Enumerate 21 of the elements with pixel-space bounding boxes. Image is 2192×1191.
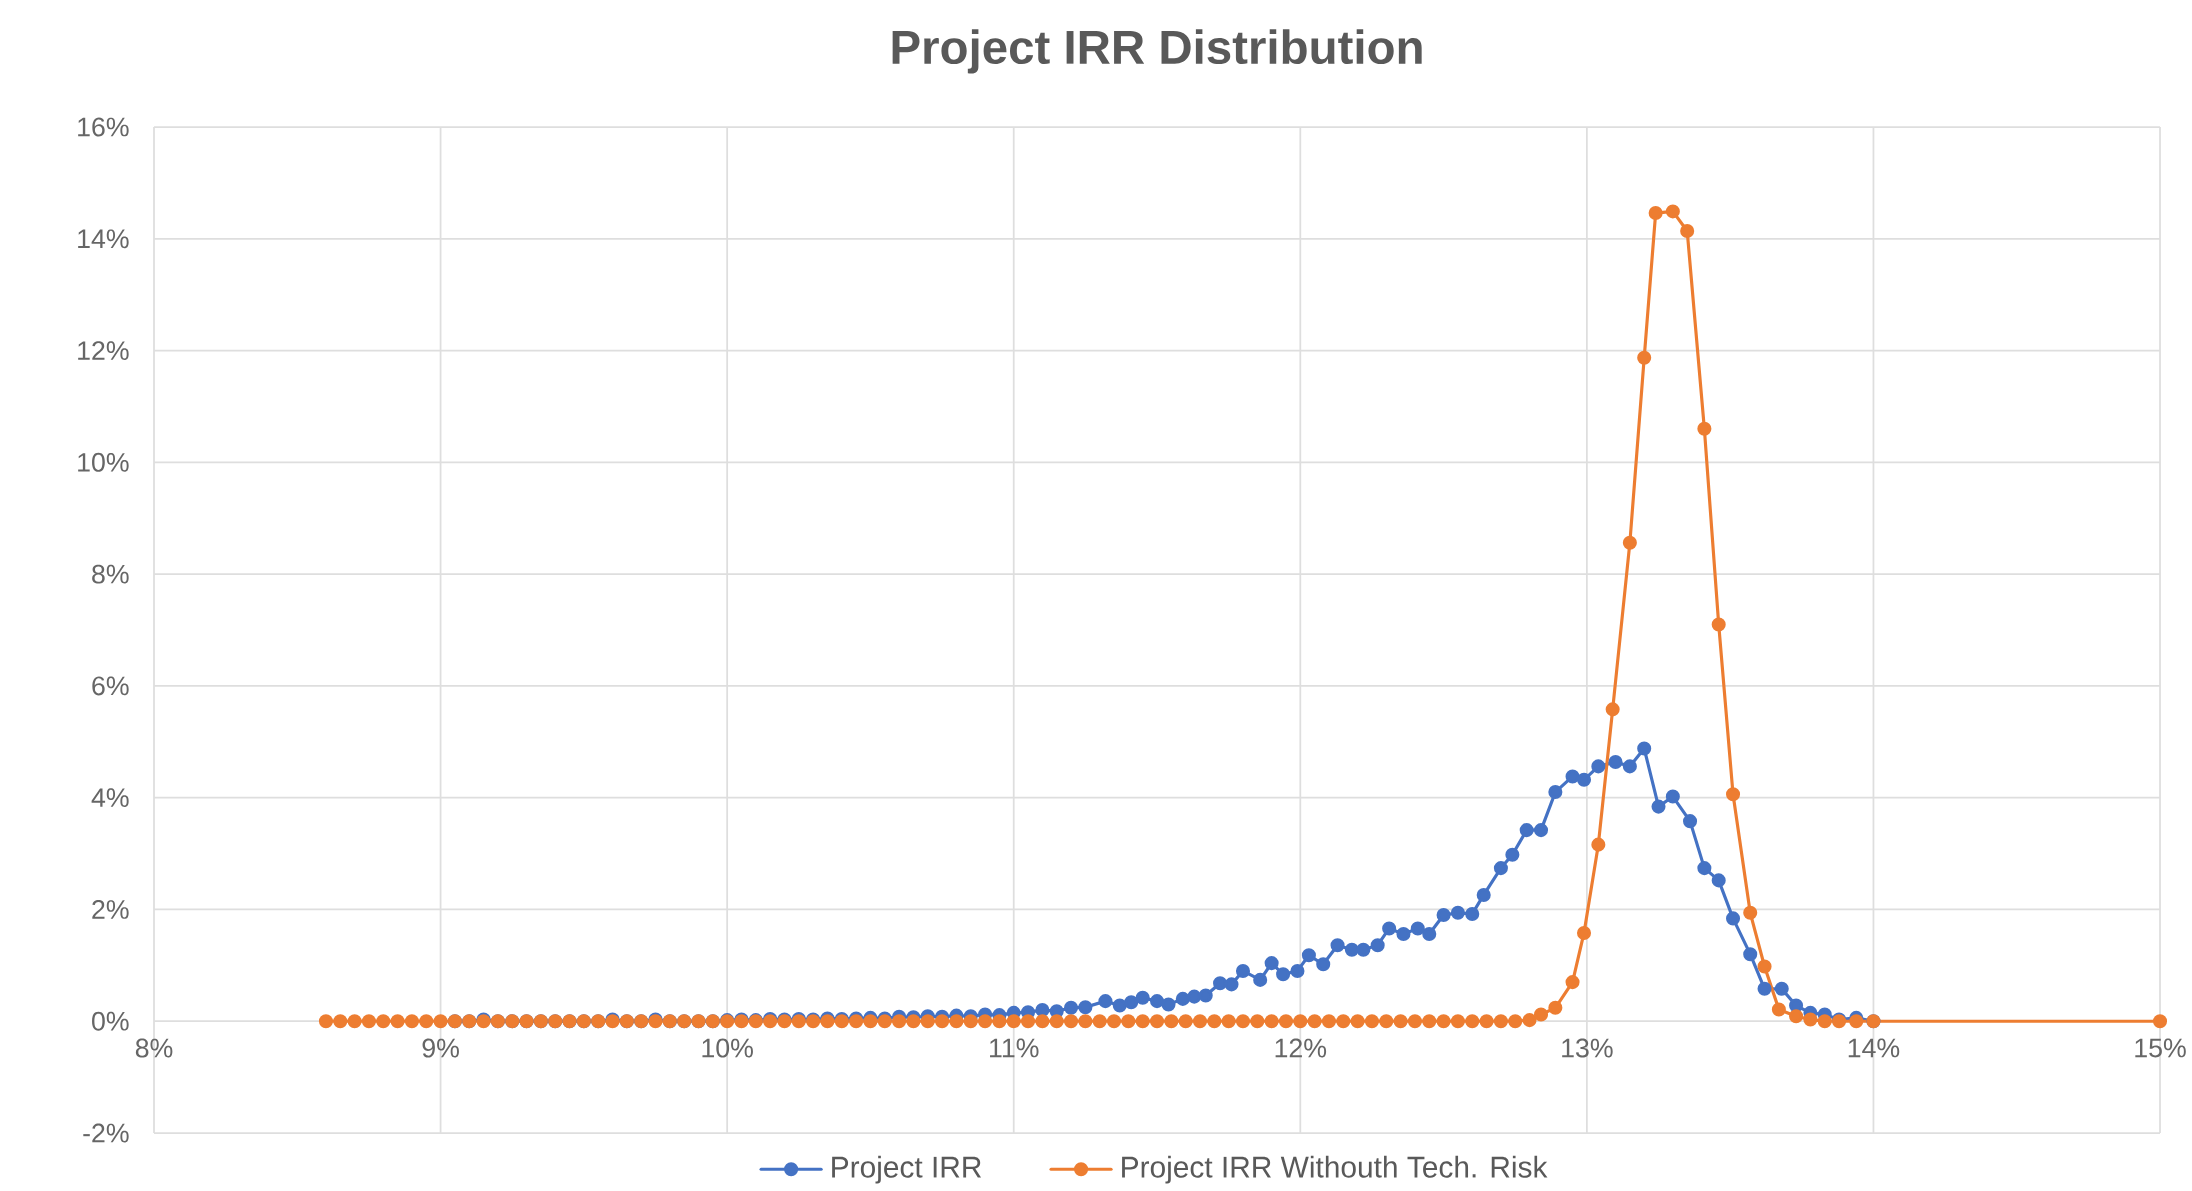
chart-title: Project IRR Distribution [892, 29, 1422, 74]
x-tick-label: 9% [422, 1038, 459, 1058]
y-tick-label: 12% [78, 341, 129, 360]
x-tick-label: 13% [1562, 1038, 1613, 1058]
x-tick-label: 15% [2135, 1038, 2186, 1058]
x-tick-label: 14% [1848, 1038, 1900, 1058]
legend-label: Project IRR [832, 1155, 982, 1184]
y-tick-label: 2% [92, 900, 129, 919]
y-tick-label: 16% [78, 117, 129, 137]
y-tick-label: 0% [92, 1011, 129, 1031]
x-tick-label: 8% [135, 1038, 173, 1058]
x-tick-label: 11% [990, 1038, 1039, 1058]
y-tick-label: 4% [91, 788, 129, 808]
legend-label: Project IRR Withouth Tech. Risk [1122, 1155, 1548, 1184]
x-tick-label: 12% [1275, 1038, 1327, 1058]
y-tick-label: 10% [78, 452, 129, 472]
y-tick-label: 8% [92, 564, 129, 584]
x-tick-label: 10% [702, 1038, 753, 1058]
y-tick-label: -2% [83, 1123, 129, 1143]
y-tick-label: 6% [92, 676, 129, 696]
y-tick-label: 14% [78, 229, 129, 249]
